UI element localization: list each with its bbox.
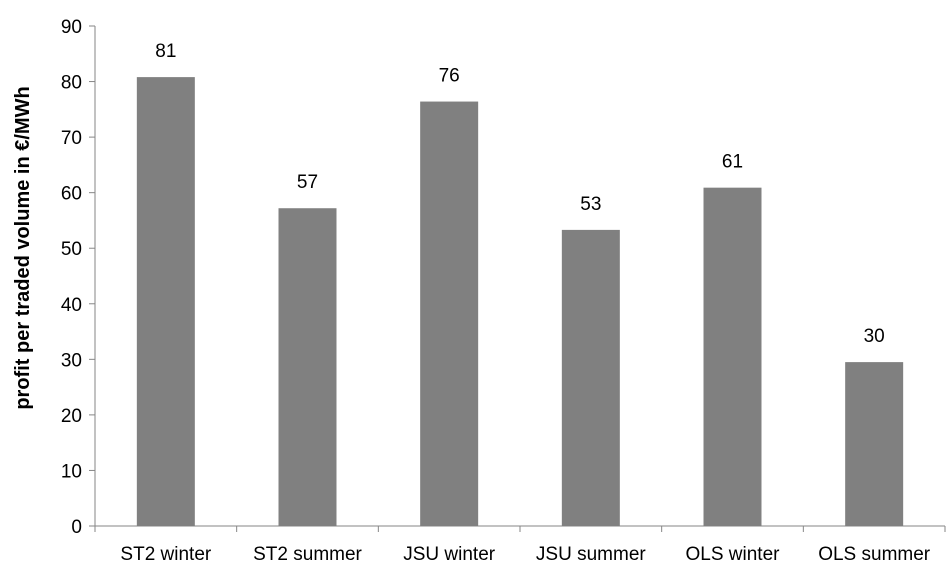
bar: [845, 362, 904, 526]
bar-series: [136, 77, 904, 527]
x-tick-label: OLS summer: [818, 544, 931, 565]
y-tick-label: 80: [61, 73, 82, 94]
x-axis: ST2 winter ST2 summer JSU winter JSU summer…: [94, 525, 946, 565]
bar: [420, 101, 479, 527]
data-labels: 81 57 76 53 61 30: [155, 41, 884, 347]
bar-data-label: 30: [864, 326, 885, 347]
bar: [561, 229, 620, 526]
y-tick-label: 50: [61, 239, 82, 260]
x-tick-label: ST2 summer: [253, 544, 362, 565]
bar: [703, 187, 762, 526]
x-tick-label: ST2 winter: [120, 544, 211, 565]
y-tick-label: 60: [61, 184, 82, 205]
y-tick-label: 70: [61, 128, 82, 149]
bar-data-label: 53: [580, 194, 601, 215]
bar: [278, 208, 337, 526]
y-tick-label: 30: [61, 350, 82, 371]
y-axis: 0 10 20 30 40 50 60 70 80 90: [61, 17, 96, 538]
bar-data-label: 57: [297, 172, 318, 193]
y-axis-title: profit per traded volume in €/MWh: [12, 86, 34, 409]
y-tick-label: 20: [61, 406, 82, 427]
x-tick-label: JSU winter: [403, 544, 496, 565]
y-tick-label: 90: [61, 17, 82, 38]
bar-data-label: 81: [155, 41, 176, 62]
bar-data-label: 61: [722, 152, 743, 173]
y-tick-label: 40: [61, 295, 82, 316]
bar: [136, 77, 195, 526]
x-tick-label: JSU summer: [536, 544, 646, 565]
y-tick-label: 10: [61, 461, 82, 482]
y-tick-label: 0: [71, 517, 82, 538]
bar-data-label: 76: [439, 66, 460, 87]
x-tick-label: OLS winter: [686, 544, 781, 565]
